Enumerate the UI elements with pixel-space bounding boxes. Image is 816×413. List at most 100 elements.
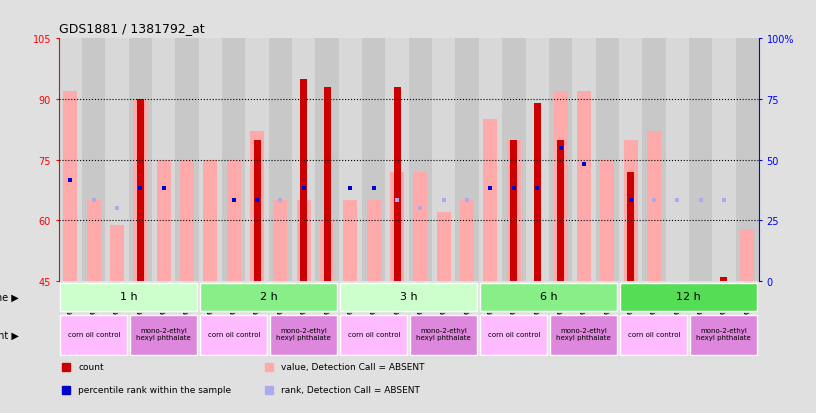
- Text: 6 h: 6 h: [540, 292, 557, 302]
- Bar: [110, 225, 124, 282]
- Bar: [340, 315, 407, 355]
- Bar: [481, 315, 548, 355]
- Bar: [270, 315, 337, 355]
- Bar: [432, 39, 455, 282]
- Bar: [557, 140, 564, 282]
- Bar: [200, 315, 268, 355]
- Text: corn oil control: corn oil control: [348, 331, 400, 337]
- Bar: [393, 88, 401, 282]
- Bar: [502, 39, 526, 282]
- Text: mono-2-ethyl
hexyl phthalate: mono-2-ethyl hexyl phthalate: [557, 328, 611, 340]
- Bar: [152, 39, 175, 282]
- Bar: [623, 140, 637, 282]
- Bar: [200, 283, 337, 312]
- Bar: [362, 39, 385, 282]
- Bar: [339, 39, 362, 282]
- Bar: [134, 100, 148, 282]
- Bar: [227, 160, 241, 282]
- Bar: [180, 160, 194, 282]
- Bar: [64, 92, 78, 282]
- Bar: [437, 213, 450, 282]
- Bar: [60, 283, 197, 312]
- Bar: [105, 39, 129, 282]
- Bar: [572, 39, 596, 282]
- Bar: [721, 278, 727, 282]
- Bar: [647, 132, 661, 282]
- Bar: [297, 201, 311, 282]
- Bar: [409, 39, 432, 282]
- Bar: [320, 221, 334, 282]
- Text: corn oil control: corn oil control: [628, 331, 680, 337]
- Bar: [246, 39, 268, 282]
- Bar: [292, 39, 316, 282]
- Bar: [82, 39, 105, 282]
- Bar: [129, 39, 152, 282]
- Text: corn oil control: corn oil control: [207, 331, 260, 337]
- Bar: [414, 173, 428, 282]
- Bar: [59, 39, 82, 282]
- Text: rank, Detection Call = ABSENT: rank, Detection Call = ABSENT: [282, 385, 420, 394]
- Text: percentile rank within the sample: percentile rank within the sample: [78, 385, 232, 394]
- Bar: [534, 104, 541, 282]
- Bar: [627, 173, 634, 282]
- Bar: [273, 201, 287, 282]
- Bar: [254, 140, 260, 282]
- Text: mono-2-ethyl
hexyl phthalate: mono-2-ethyl hexyl phthalate: [136, 328, 191, 340]
- Text: corn oil control: corn oil control: [68, 331, 120, 337]
- Text: mono-2-ethyl
hexyl phthalate: mono-2-ethyl hexyl phthalate: [416, 328, 471, 340]
- Bar: [577, 92, 591, 282]
- Bar: [137, 100, 144, 282]
- Bar: [735, 39, 759, 282]
- Bar: [390, 173, 404, 282]
- Bar: [268, 39, 292, 282]
- Bar: [526, 39, 549, 282]
- Bar: [86, 201, 100, 282]
- Text: 12 h: 12 h: [676, 292, 701, 302]
- Text: GDS1881 / 1381792_at: GDS1881 / 1381792_at: [59, 22, 204, 35]
- Bar: [222, 39, 246, 282]
- Bar: [316, 39, 339, 282]
- Bar: [642, 39, 666, 282]
- Bar: [60, 315, 127, 355]
- Bar: [460, 201, 474, 282]
- Text: 3 h: 3 h: [400, 292, 418, 302]
- Bar: [690, 315, 757, 355]
- Text: mono-2-ethyl
hexyl phthalate: mono-2-ethyl hexyl phthalate: [697, 328, 752, 340]
- Text: 2 h: 2 h: [260, 292, 277, 302]
- Bar: [367, 201, 381, 282]
- Bar: [340, 283, 477, 312]
- Bar: [620, 283, 757, 312]
- Bar: [601, 160, 614, 282]
- Bar: [510, 140, 517, 282]
- Bar: [596, 39, 619, 282]
- Bar: [550, 315, 618, 355]
- Text: 1 h: 1 h: [120, 292, 138, 302]
- Bar: [344, 201, 357, 282]
- Bar: [300, 80, 308, 282]
- Bar: [324, 88, 330, 282]
- Text: agent ▶: agent ▶: [0, 330, 19, 340]
- Bar: [199, 39, 222, 282]
- Bar: [455, 39, 479, 282]
- Bar: [251, 132, 264, 282]
- Bar: [481, 283, 618, 312]
- Bar: [484, 120, 498, 282]
- Text: corn oil control: corn oil control: [488, 331, 540, 337]
- Bar: [666, 39, 689, 282]
- Bar: [175, 39, 199, 282]
- Bar: [620, 315, 687, 355]
- Text: time ▶: time ▶: [0, 292, 19, 302]
- Text: count: count: [78, 362, 104, 371]
- Bar: [157, 160, 171, 282]
- Bar: [549, 39, 572, 282]
- Text: value, Detection Call = ABSENT: value, Detection Call = ABSENT: [282, 362, 425, 371]
- Bar: [131, 315, 197, 355]
- Bar: [740, 229, 754, 282]
- Bar: [689, 39, 712, 282]
- Bar: [507, 140, 521, 282]
- Bar: [712, 39, 735, 282]
- Bar: [553, 92, 567, 282]
- Bar: [385, 39, 409, 282]
- Bar: [410, 315, 477, 355]
- Bar: [203, 160, 217, 282]
